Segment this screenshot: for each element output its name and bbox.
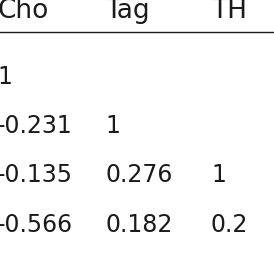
Text: 1: 1 <box>211 163 226 187</box>
Text: -0.231: -0.231 <box>0 114 73 138</box>
Text: Cho: Cho <box>0 0 49 24</box>
Text: 1: 1 <box>0 65 12 89</box>
Text: Tag: Tag <box>105 0 150 24</box>
Text: 0.182: 0.182 <box>105 213 173 237</box>
Text: -0.135: -0.135 <box>0 163 73 187</box>
Text: TH: TH <box>211 0 247 24</box>
Text: 1: 1 <box>105 114 120 138</box>
Text: -0.566: -0.566 <box>0 213 73 237</box>
Text: 0.276: 0.276 <box>105 163 173 187</box>
Text: 0.2: 0.2 <box>211 213 248 237</box>
